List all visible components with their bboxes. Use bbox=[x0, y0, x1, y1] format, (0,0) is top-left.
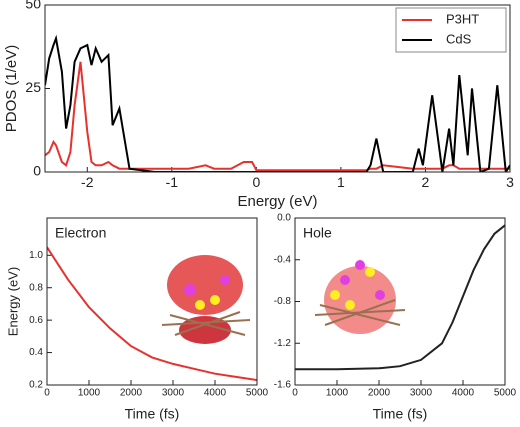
x-tick-label: 1000 bbox=[326, 388, 349, 399]
x-tick-label: 3 bbox=[506, 174, 514, 190]
chart: 0 1000 2000 3000 4000 5000 -1.6 -1.2 -0.8 -0.4 0.0… bbox=[274, 213, 517, 422]
x-tick-label: 2 bbox=[422, 174, 430, 190]
chart: 0 1000 2000 3000 4000 5000 0.2 0.4 0.6 0.8 1.0 Time… bbox=[5, 217, 269, 422]
legend-box bbox=[395, 7, 507, 53]
y-tick-label: 0.2 bbox=[29, 380, 43, 391]
annotation: Electron bbox=[55, 225, 106, 241]
data-line bbox=[45, 61, 510, 172]
y-tick-label: 50 bbox=[25, 0, 41, 12]
plot-frame bbox=[294, 217, 506, 386]
x-tick-label: -1 bbox=[166, 174, 179, 190]
y-tick-label: 1.0 bbox=[29, 250, 43, 261]
x-tick-label: 0 bbox=[292, 388, 298, 399]
legend-label: P3HT bbox=[446, 11, 479, 26]
y-axis-label: PDOS (1/eV) bbox=[3, 45, 20, 133]
data-line bbox=[47, 246, 257, 382]
y-tick-label: -0.8 bbox=[274, 296, 292, 307]
x-axis-label: Energy (eV) bbox=[237, 193, 317, 210]
x-tick-label: 3000 bbox=[162, 388, 185, 399]
x-tick-label: 3000 bbox=[410, 388, 433, 399]
x-tick-label: 1 bbox=[337, 174, 345, 190]
x-axis-label: Time (fs) bbox=[125, 406, 180, 422]
y-tick-label: -0.4 bbox=[274, 254, 292, 265]
x-tick-label: 2000 bbox=[368, 388, 391, 399]
y-axis-label: Energy (eV) bbox=[5, 267, 20, 336]
y-tick-label: 0.6 bbox=[29, 315, 43, 326]
y-tick-label: 0 bbox=[33, 163, 41, 179]
data-line bbox=[45, 34, 510, 172]
x-tick-label: 0 bbox=[252, 174, 260, 190]
y-tick-label: 25 bbox=[25, 79, 41, 95]
y-tick-label: -1.6 bbox=[274, 380, 292, 391]
legend-label: CdS bbox=[446, 31, 472, 46]
x-tick-label: -2 bbox=[81, 174, 94, 190]
x-tick-label: 4000 bbox=[204, 388, 227, 399]
x-tick-label: 0 bbox=[44, 388, 50, 399]
annotation: Hole bbox=[303, 225, 332, 241]
x-tick-label: 4000 bbox=[452, 388, 475, 399]
y-tick-label: 0.0 bbox=[277, 213, 291, 224]
data-line bbox=[295, 224, 505, 371]
plot-frame bbox=[46, 217, 258, 386]
x-axis-label: Time (fs) bbox=[373, 406, 428, 422]
y-tick-label: 0.4 bbox=[29, 347, 43, 358]
x-tick-label: 2000 bbox=[120, 388, 143, 399]
nanocluster-electron bbox=[161, 255, 251, 344]
y-tick-label: -1.2 bbox=[274, 338, 292, 349]
y-tick-label: 0.8 bbox=[29, 282, 43, 293]
x-tick-label: 5000 bbox=[246, 388, 269, 399]
nanocluster-hole bbox=[314, 260, 406, 334]
plot-frame bbox=[44, 4, 511, 173]
chart: -2 -1 0 1 2 3 0 25 50 Energy (eV) PDOS (1/eV) P3HT C… bbox=[3, 0, 514, 210]
x-tick-label: 1000 bbox=[78, 388, 101, 399]
x-tick-label: 5000 bbox=[494, 388, 517, 399]
